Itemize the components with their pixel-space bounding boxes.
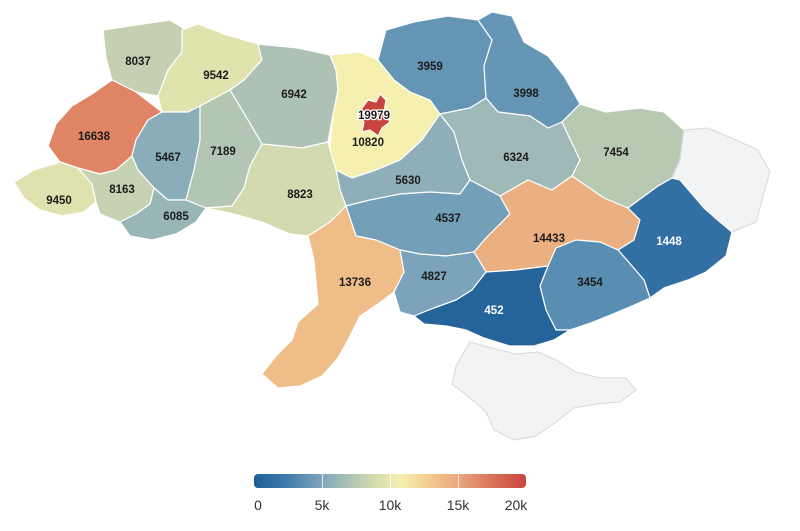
label-zakarpattia: 9450 [46,195,72,207]
label-kherson: 452 [484,305,503,317]
region-kherson[interactable] [413,265,571,347]
label-chernihiv: 3959 [417,61,443,73]
legend-label-5k: 5k [314,497,330,513]
legend-label-15k: 15k [446,497,470,513]
label-sumy: 3998 [513,88,539,100]
label-poltava: 6324 [503,152,529,164]
label-donetsk: 1448 [656,236,682,248]
label-ternopil: 5467 [155,152,181,164]
label-chernivtsi: 6085 [163,211,189,223]
regions-layer [13,11,771,441]
label-rivne: 9542 [203,70,229,82]
label-volyn: 8037 [125,56,151,68]
value-labels: 8037 9542 6942 10820 19979 3959 3998 166… [46,56,682,317]
label-zhytomyr: 6942 [281,89,307,101]
legend-label-0: 0 [254,497,262,513]
region-kyiv-city[interactable] [357,93,391,137]
legend-tick-mark [322,474,323,488]
label-kharkiv: 7454 [603,147,629,159]
legend-tick-mark [390,474,391,488]
label-cherkasy: 5630 [395,175,421,187]
label-kyiv-oblast: 10820 [352,137,384,149]
label-ivano-frankivsk: 8163 [109,184,135,196]
color-legend: 0 5k 10k 15k 20k [254,474,528,514]
label-khmelnytskyi: 7189 [210,146,236,158]
label-kyiv-city: 19979 [358,110,390,122]
legend-label-20k: 20k [504,497,528,513]
label-zaporizhzhia: 3454 [577,277,603,289]
region-donetsk[interactable] [617,177,733,299]
legend-tick-mark [458,474,459,488]
label-mykolaiv: 4827 [421,271,447,283]
label-vinnytsia: 8823 [287,189,313,201]
region-crimea[interactable] [451,341,637,441]
legend-label-10k: 10k [378,497,402,513]
region-odesa[interactable] [261,205,405,389]
label-kirovohrad: 4537 [435,213,461,225]
label-dnipropetrovsk: 14433 [533,233,565,245]
label-odesa: 13736 [339,277,371,289]
label-lviv: 16638 [78,131,111,143]
region-chernivtsi[interactable] [119,187,207,241]
